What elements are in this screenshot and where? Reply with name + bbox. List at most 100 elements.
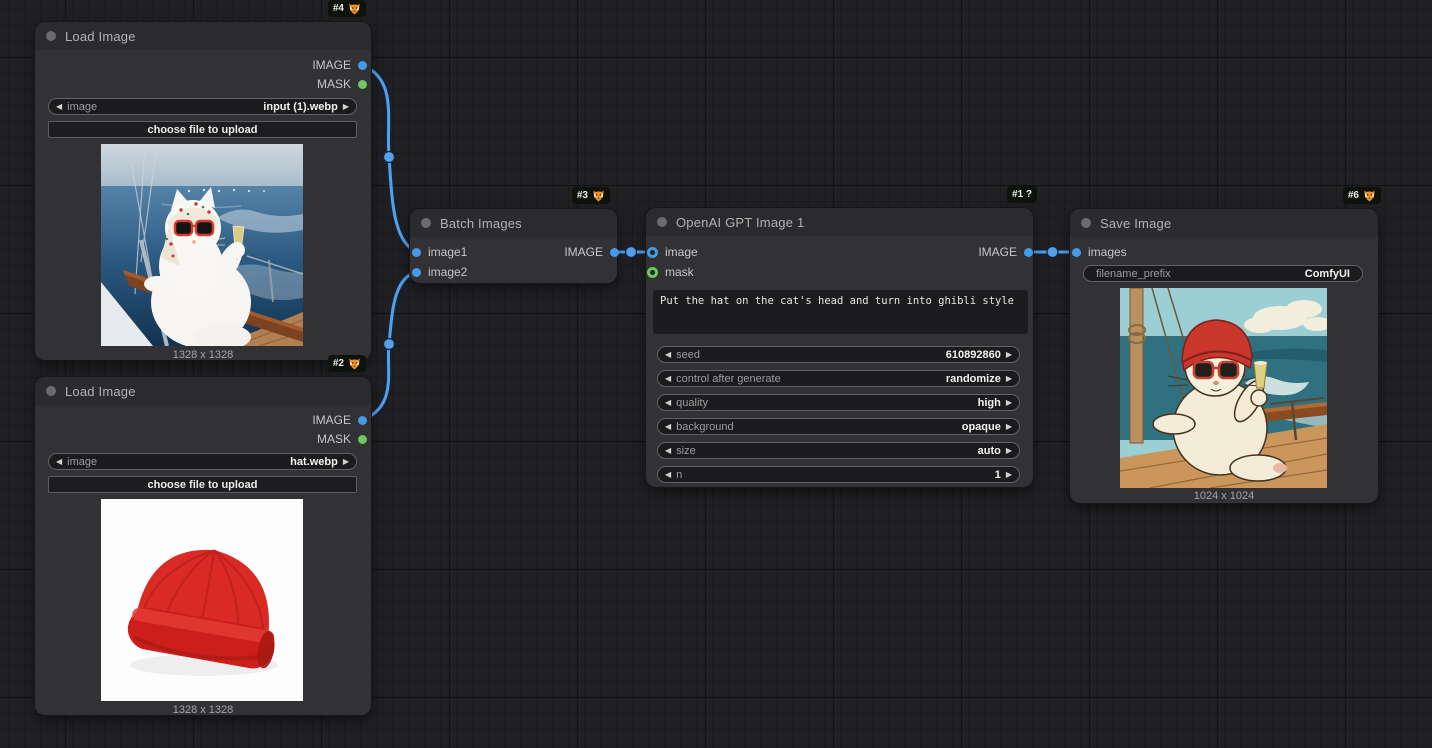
port-label: IMAGE (312, 413, 351, 427)
input-image1-port[interactable]: image1 (412, 244, 467, 260)
collapse-dot-icon[interactable] (1081, 218, 1091, 228)
node-title: OpenAI GPT Image 1 (676, 214, 805, 230)
n-widget[interactable]: ◀ n 1 ▶ (657, 466, 1020, 483)
prev-arrow-icon[interactable]: ◀ (665, 421, 672, 431)
image-file-combo[interactable]: ◀ image hat.webp ▶ (48, 453, 357, 470)
next-arrow-icon[interactable]: ▶ (1005, 373, 1012, 383)
output-image-port[interactable]: IMAGE (564, 244, 619, 260)
port-label: image (665, 245, 698, 259)
prompt-textarea[interactable]: Put the hat on the cat's head and turn i… (653, 290, 1028, 334)
next-arrow-icon[interactable]: ▶ (1005, 349, 1012, 359)
image-output-dot[interactable] (358, 60, 367, 70)
prev-arrow-icon[interactable]: ◀ (665, 397, 672, 407)
next-arrow-icon[interactable]: ▶ (342, 101, 349, 111)
image-input-dot[interactable] (647, 246, 658, 258)
port-label: IMAGE (312, 58, 351, 72)
widget-value: high (977, 396, 1001, 409)
prev-arrow-icon[interactable]: ◀ (56, 456, 63, 466)
node-title: Load Image (65, 28, 136, 44)
collapse-dot-icon[interactable] (421, 218, 431, 228)
image-output-dot[interactable] (358, 415, 367, 425)
badge-label: #6 (1347, 190, 1359, 201)
mask-output-dot[interactable] (358, 434, 367, 444)
widget-value: auto (977, 444, 1001, 457)
output-image-port[interactable]: IMAGE (978, 244, 1033, 260)
node-title-bar: Load Image (35, 377, 371, 405)
fox-icon (349, 358, 360, 369)
choose-file-button[interactable]: choose file to upload (48, 476, 357, 493)
prev-arrow-icon[interactable]: ◀ (665, 373, 672, 383)
choose-file-button[interactable]: choose file to upload (48, 121, 357, 138)
next-arrow-icon[interactable]: ▶ (342, 456, 349, 466)
background-widget[interactable]: ◀ background opaque ▶ (657, 418, 1020, 435)
choose-file-label: choose file to upload (147, 478, 258, 491)
input-images-port[interactable]: images (1072, 244, 1127, 260)
output-mask-port[interactable]: MASK (317, 76, 367, 92)
output-image-port[interactable]: IMAGE (312, 412, 367, 428)
port-label: images (1088, 245, 1127, 259)
load-image-node-bottom[interactable]: #2 Load Image IMAGE MASK ◀ image hat.web… (35, 355, 371, 716)
node-title: Batch Images (440, 215, 522, 231)
widget-value: randomize (945, 372, 1001, 385)
next-arrow-icon[interactable]: ▶ (1005, 421, 1012, 431)
output-image-port[interactable]: IMAGE (312, 57, 367, 73)
save-image-node[interactable]: #6 Save Image images filename_prefix Com… (1070, 187, 1381, 503)
input-mask-port[interactable]: mask (647, 264, 694, 280)
combo-value: hat.webp (290, 455, 338, 468)
ghibli-cat-preview (1120, 288, 1327, 488)
mask-input-dot[interactable] (647, 266, 658, 278)
collapse-dot-icon[interactable] (46, 386, 56, 396)
input-image-port[interactable]: image (647, 244, 698, 260)
widget-label: seed (676, 348, 701, 361)
mask-output-dot[interactable] (358, 79, 367, 89)
widget-value: ComfyUI (1304, 267, 1350, 280)
next-arrow-icon[interactable]: ▶ (1005, 397, 1012, 407)
badge-label: #2 (332, 358, 344, 369)
filename-prefix-widget[interactable]: filename_prefix ComfyUI (1083, 265, 1363, 282)
node-badge: #2 (327, 355, 366, 372)
input-image2-port[interactable]: image2 (412, 264, 467, 280)
image1-input-dot[interactable] (412, 247, 421, 257)
next-arrow-icon[interactable]: ▶ (1005, 469, 1012, 479)
fox-icon (349, 3, 360, 14)
node-badge: #6 (1342, 187, 1381, 204)
node-title-bar: Save Image (1070, 209, 1378, 237)
image-size-caption: 1328 x 1328 (172, 704, 234, 716)
prev-arrow-icon[interactable]: ◀ (665, 349, 672, 359)
quality-widget[interactable]: ◀ quality high ▶ (657, 394, 1020, 411)
node-title: Save Image (1100, 215, 1172, 231)
widget-label: n (676, 468, 683, 481)
image2-input-dot[interactable] (412, 267, 421, 277)
widget-label: control after generate (676, 372, 781, 385)
node-title-bar: OpenAI GPT Image 1 (646, 208, 1033, 236)
openai-gpt-image-node[interactable]: #1 ? OpenAI GPT Image 1 image mask IMAGE… (646, 186, 1037, 487)
image-file-combo[interactable]: ◀ image input (1).webp ▶ (48, 98, 357, 115)
port-label: IMAGE (564, 245, 603, 259)
size-widget[interactable]: ◀ size auto ▶ (657, 442, 1020, 459)
control-after-generate-widget[interactable]: ◀ control after generate randomize ▶ (657, 370, 1020, 387)
node-title: Load Image (65, 383, 136, 399)
output-mask-port[interactable]: MASK (317, 431, 367, 447)
image-size-caption: 1024 x 1024 (1193, 490, 1255, 502)
image-output-dot[interactable] (610, 247, 619, 257)
prev-arrow-icon[interactable]: ◀ (665, 445, 672, 455)
combo-label: image (67, 100, 98, 113)
link-midpoint-dot (382, 337, 396, 351)
port-label: IMAGE (978, 245, 1017, 259)
images-input-dot[interactable] (1072, 247, 1081, 257)
widget-value: opaque (961, 420, 1001, 433)
port-label: image2 (428, 265, 468, 279)
image-output-dot[interactable] (1024, 247, 1033, 257)
fox-icon (593, 190, 604, 201)
load-image-node-top[interactable]: #4 Load Image IMAGE MASK ◀ image input (… (35, 0, 371, 361)
port-label: MASK (316, 77, 351, 91)
next-arrow-icon[interactable]: ▶ (1005, 445, 1012, 455)
collapse-dot-icon[interactable] (46, 31, 56, 41)
seed-widget[interactable]: ◀ seed 610892860 ▶ (657, 346, 1020, 363)
collapse-dot-icon[interactable] (657, 217, 667, 227)
batch-images-node[interactable]: #3 Batch Images image1 image2 IMAGE (410, 187, 619, 283)
prev-arrow-icon[interactable]: ◀ (665, 469, 672, 479)
prev-arrow-icon[interactable]: ◀ (56, 101, 63, 111)
port-label: mask (665, 265, 694, 279)
